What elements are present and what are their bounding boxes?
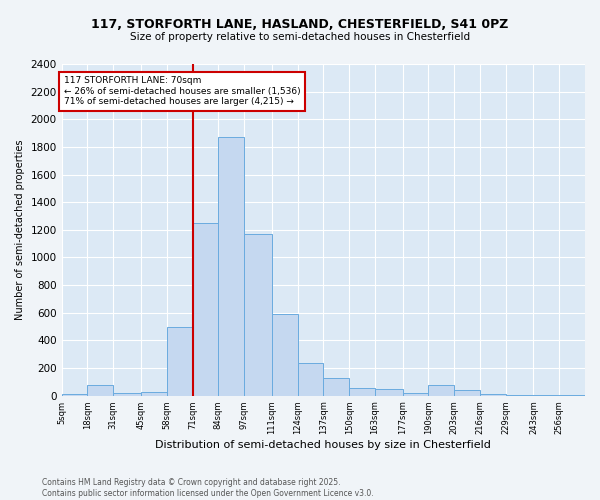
Text: 117, STORFORTH LANE, HASLAND, CHESTERFIELD, S41 0PZ: 117, STORFORTH LANE, HASLAND, CHESTERFIE… [91, 18, 509, 30]
Text: Size of property relative to semi-detached houses in Chesterfield: Size of property relative to semi-detach… [130, 32, 470, 42]
Bar [113, 393, 141, 396]
Bar [428, 386, 454, 396]
Bar [375, 389, 403, 396]
Bar [480, 394, 506, 396]
Bar [88, 386, 113, 396]
Y-axis label: Number of semi-detached properties: Number of semi-detached properties [15, 140, 25, 320]
Bar [298, 362, 323, 396]
Bar [244, 234, 272, 396]
Bar [218, 138, 244, 396]
Bar [167, 326, 193, 396]
Bar [506, 395, 533, 396]
Bar [349, 388, 375, 396]
X-axis label: Distribution of semi-detached houses by size in Chesterfield: Distribution of semi-detached houses by … [155, 440, 491, 450]
Bar [62, 394, 88, 396]
Bar [403, 392, 428, 396]
Bar [533, 395, 559, 396]
Bar [141, 392, 167, 396]
Bar [454, 390, 480, 396]
Bar [559, 395, 585, 396]
Text: Contains HM Land Registry data © Crown copyright and database right 2025.
Contai: Contains HM Land Registry data © Crown c… [42, 478, 374, 498]
Text: 117 STORFORTH LANE: 70sqm
← 26% of semi-detached houses are smaller (1,536)
71% : 117 STORFORTH LANE: 70sqm ← 26% of semi-… [64, 76, 300, 106]
Bar [193, 223, 218, 396]
Bar [323, 378, 349, 396]
Bar [272, 314, 298, 396]
